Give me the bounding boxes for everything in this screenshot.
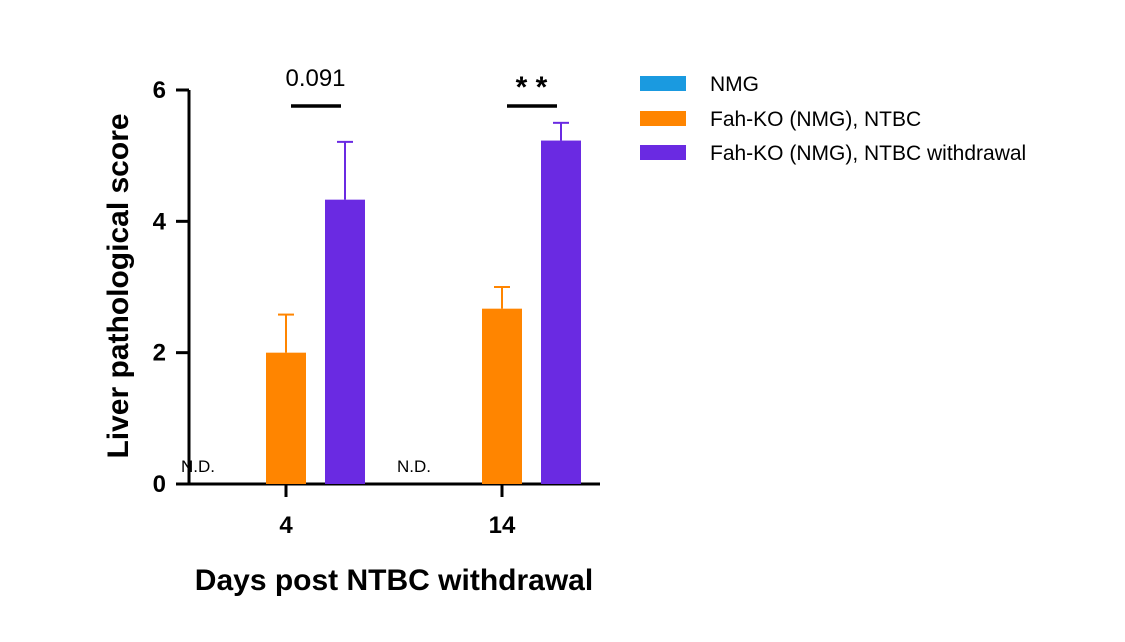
legend: NMG Fah-KO (NMG), NTBC Fah-KO (NMG), NTBC … (640, 73, 1026, 165)
legend-swatch (640, 145, 686, 160)
y-axis-title: Liver pathological score (102, 113, 135, 458)
bar (266, 352, 306, 484)
x-tick-label: 14 (489, 512, 516, 539)
legend-swatch (640, 111, 686, 126)
axes: 0 2 4 6 4 14 (153, 77, 600, 539)
bar (325, 199, 365, 484)
bar-data-label: N.D. (397, 457, 431, 476)
legend-label: NMG (710, 73, 759, 96)
bars: N.D. N.D. (181, 121, 581, 484)
x-axis-title: Days post NTBC withdrawal (195, 564, 593, 597)
significance-stars: * * (516, 71, 548, 104)
bar-data-label: N.D. (181, 457, 215, 476)
p-value-label: 0.091 (285, 65, 345, 92)
legend-label: Fah-KO (NMG), NTBC withdrawal (710, 142, 1026, 165)
significance-annotations: 0.091 * * (285, 65, 557, 108)
y-tick-label: 2 (153, 340, 166, 367)
y-tick-label: 0 (153, 471, 166, 498)
y-tick-label: 6 (153, 77, 166, 104)
legend-swatch (640, 76, 686, 91)
y-tick-label: 4 (153, 208, 167, 235)
legend-label: Fah-KO (NMG), NTBC (710, 108, 921, 131)
x-tick-label: 4 (279, 512, 293, 539)
bar (482, 308, 522, 484)
bar (541, 140, 581, 484)
